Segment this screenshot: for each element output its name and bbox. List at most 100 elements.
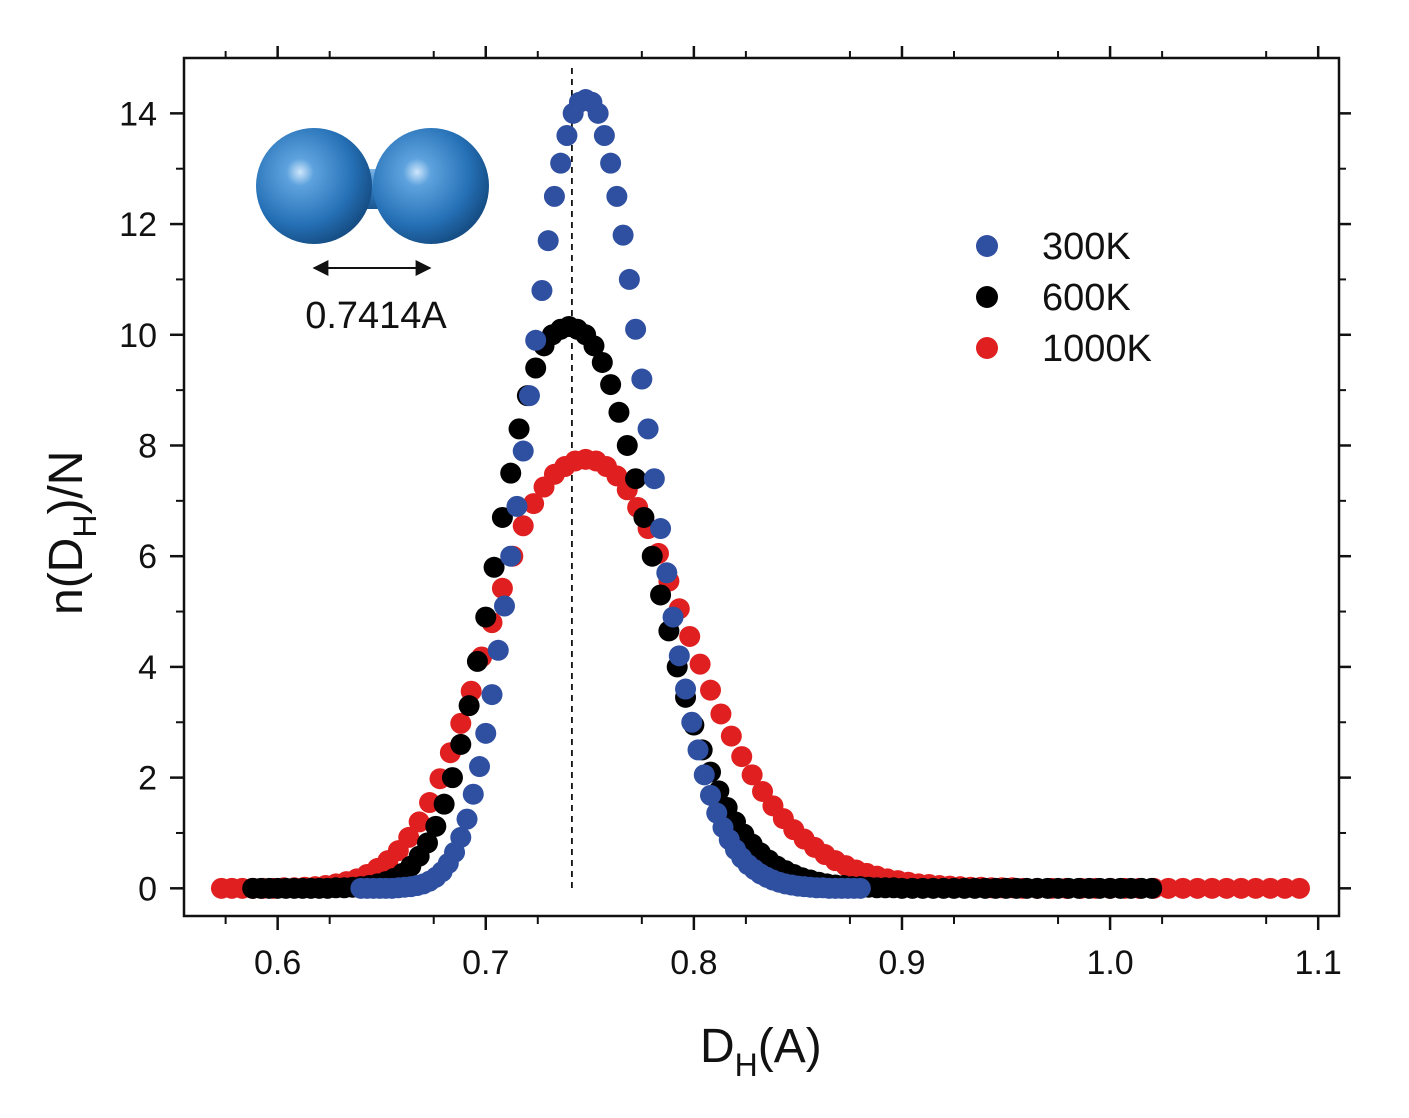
point-300k-41: [606, 185, 628, 207]
point-300k-51: [668, 645, 690, 667]
point-300k-18: [462, 783, 484, 805]
point-600k-24: [441, 767, 463, 789]
series-300k: [350, 89, 871, 899]
point-1000k-88: [1172, 877, 1194, 899]
point-300k-46: [637, 418, 659, 440]
point-300k-56: [700, 784, 722, 806]
point-600k-25: [450, 733, 472, 755]
point-300k-32: [550, 152, 572, 174]
legend-label-1000k: 1000K: [1042, 328, 1152, 370]
point-1000k-23: [450, 712, 472, 734]
y-tick-label-3: 6: [138, 538, 157, 576]
axis-ticks: [170, 46, 1351, 930]
legend-label-600k: 600K: [1042, 277, 1131, 319]
y-axis-title: n(DH)/N: [40, 451, 103, 615]
point-300k-55: [693, 764, 715, 786]
point-1000k-48: [710, 703, 732, 725]
point-600k-41: [583, 335, 605, 357]
point-600k-34: [525, 357, 547, 379]
x-tick-label-2: 0.8: [670, 944, 717, 982]
point-300k-19: [469, 756, 491, 778]
h2-molecule-icon: [256, 128, 489, 244]
point-300k-38: [587, 102, 609, 124]
point-300k-49: [656, 562, 678, 584]
point-600k-27: [466, 650, 488, 672]
point-300k-31: [543, 185, 565, 207]
point-1000k-50: [731, 746, 753, 768]
point-1000k-89: [1186, 877, 1208, 899]
point-600k-46: [625, 468, 647, 490]
y-tick-label-0: 0: [138, 870, 157, 908]
point-1000k-46: [689, 653, 711, 675]
point-300k-45: [631, 368, 653, 390]
y-tick-label-7: 14: [119, 95, 157, 133]
point-1000k-90: [1201, 877, 1223, 899]
x-tick-label-0: 0.6: [254, 944, 301, 982]
x-tick-label-1: 0.7: [462, 944, 509, 982]
point-300k-27: [518, 385, 540, 407]
point-300k-39: [593, 124, 615, 146]
y-tick-label-4: 8: [138, 427, 157, 465]
x-tick-label-5: 1.1: [1295, 944, 1342, 982]
point-300k-40: [600, 152, 622, 174]
point-600k-45: [616, 434, 638, 456]
point-1000k-91: [1216, 877, 1238, 899]
point-600k-32: [508, 418, 530, 440]
point-1000k-92: [1230, 877, 1252, 899]
point-300k-16: [450, 826, 472, 848]
x-axis-title-main: D: [700, 1020, 735, 1073]
y-tick-label-1: 2: [138, 760, 157, 798]
point-300k-48: [650, 518, 672, 540]
point-1000k-95: [1274, 877, 1296, 899]
legend-marker-300k: [976, 235, 998, 257]
point-1000k-96: [1288, 877, 1310, 899]
y-tick-label-6: 12: [119, 206, 157, 244]
bond-length-label: 0.7414A: [305, 295, 447, 337]
point-600k-31: [500, 462, 522, 484]
point-1000k-87: [1157, 877, 1179, 899]
y-axis-title-post: )/N: [40, 451, 93, 515]
point-300k-80: [849, 877, 871, 899]
x-axis-title-subscript: H: [735, 1047, 758, 1083]
point-300k-29: [531, 279, 553, 301]
point-300k-26: [512, 440, 534, 462]
series-600k: [242, 315, 1163, 899]
point-1000k-19: [408, 811, 430, 833]
point-300k-42: [612, 224, 634, 246]
y-tick-labels: 0 2 4 6 8 10 12 14: [119, 95, 157, 908]
point-600k-43: [600, 374, 622, 396]
point-300k-47: [643, 468, 665, 490]
point-1000k-51: [741, 764, 763, 786]
point-300k-25: [506, 495, 528, 517]
plot-frame: [182, 56, 1341, 918]
point-600k-48: [641, 545, 663, 567]
series-1000k: [210, 448, 1310, 899]
point-600k-44: [608, 401, 630, 423]
point-300k-30: [537, 230, 559, 252]
point-300k-17: [456, 808, 478, 830]
point-300k-50: [662, 606, 684, 628]
y-axis-title-subscript: H: [67, 515, 103, 538]
point-1000k-93: [1245, 877, 1267, 899]
legend-label-300k: 300K: [1042, 226, 1131, 268]
y-tick-label-5: 10: [119, 317, 157, 355]
point-1000k-45: [679, 625, 701, 647]
point-600k-21: [416, 832, 438, 854]
point-600k-47: [633, 506, 655, 528]
point-300k-52: [675, 678, 697, 700]
point-300k-23: [493, 595, 515, 617]
point-1000k-27: [491, 577, 513, 599]
point-600k-30: [491, 506, 513, 528]
point-300k-21: [481, 684, 503, 706]
y-axis-title-pre: n(D: [40, 538, 93, 615]
point-300k-43: [618, 268, 640, 290]
point-300k-54: [687, 739, 709, 761]
point-600k-102: [1141, 877, 1163, 899]
data-markers: [210, 89, 1310, 899]
point-300k-28: [525, 329, 547, 351]
point-300k-24: [500, 545, 522, 567]
point-1000k-29: [512, 515, 534, 537]
legend-marker-600k: [976, 286, 998, 308]
y-tick-label-2: 4: [138, 649, 157, 687]
